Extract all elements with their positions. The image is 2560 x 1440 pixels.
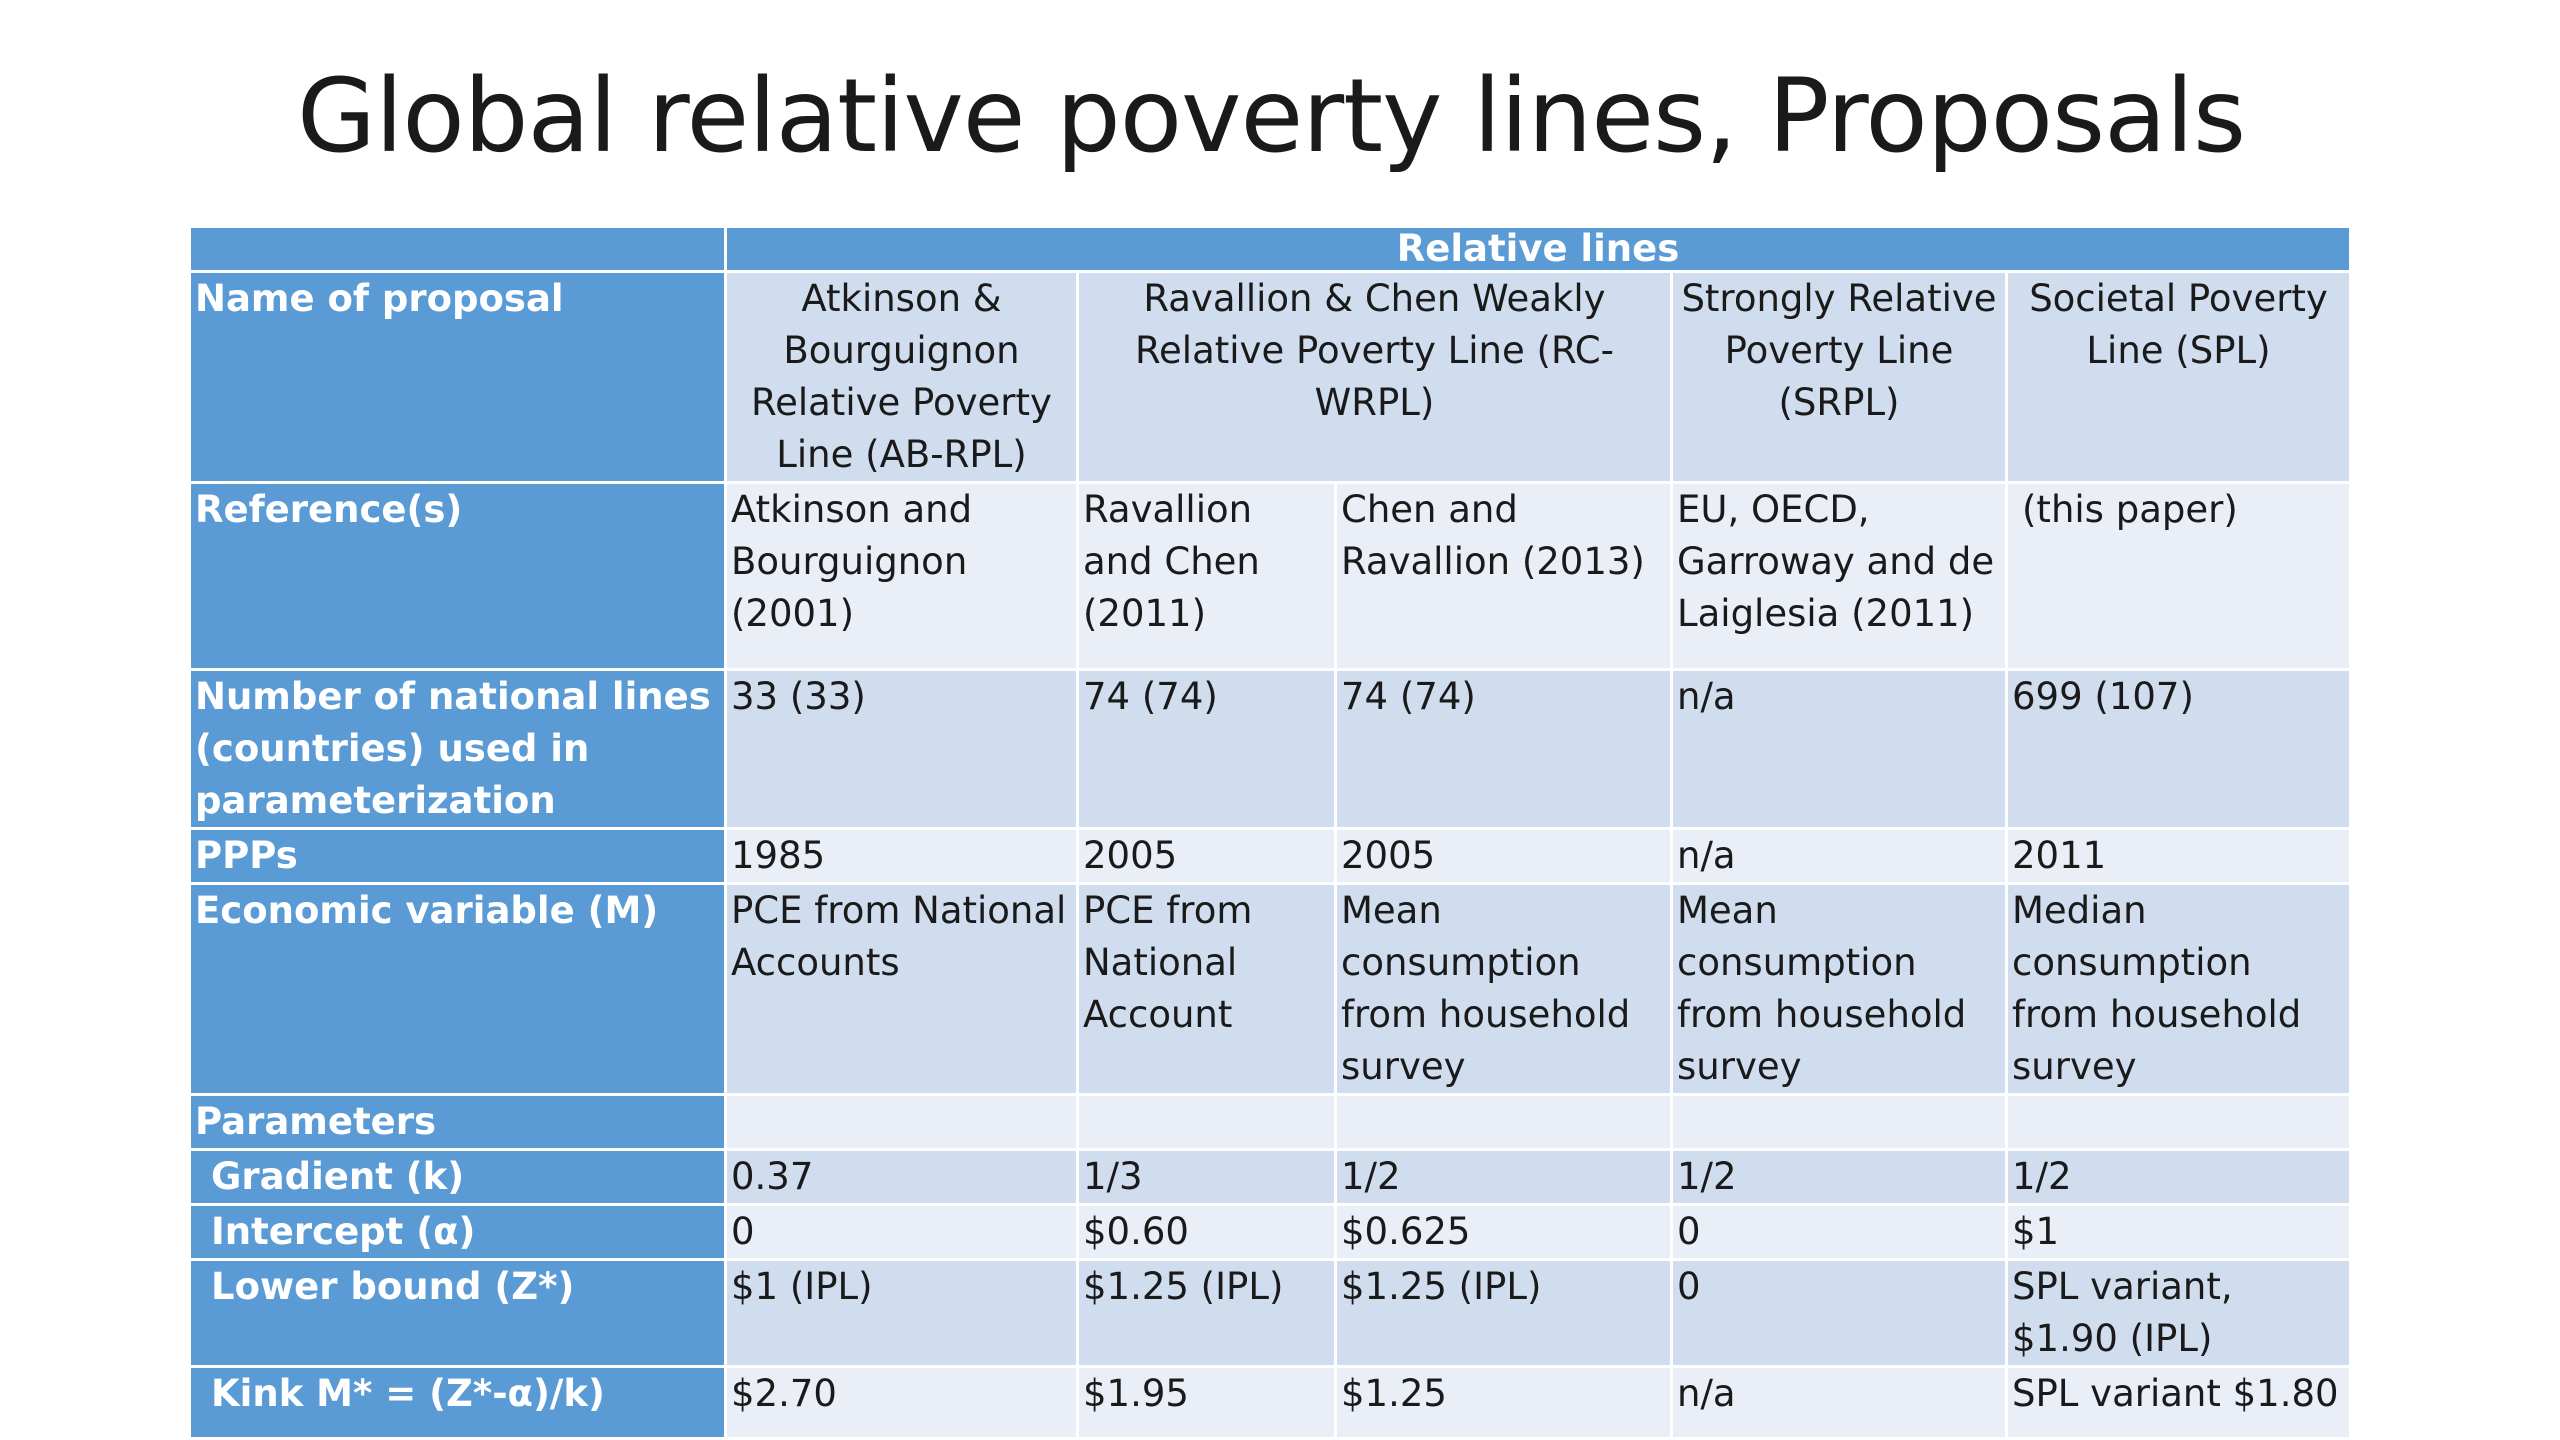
cell-intercept-ab: 0 <box>724 1203 1079 1261</box>
table-row-economic-variable: Economic variable (M) PCE from National … <box>188 882 2353 1096</box>
cell-economic-variable-rc2: Mean consumption from household survey <box>1334 882 1673 1096</box>
row-label-ppps: PPPs <box>188 827 727 885</box>
row-label-gradient: Gradient (k) <box>188 1148 727 1206</box>
table-row-intercept: Intercept (α) 0 $0.60 $0.625 0 $1 <box>188 1203 2353 1261</box>
cell-ppps-rc1: 2005 <box>1076 827 1337 885</box>
cell-parameters-empty <box>1076 1093 1337 1151</box>
cell-reference-ab: Atkinson and Bourguignon (2001) <box>724 481 1079 671</box>
cell-gradient-ab: 0.37 <box>724 1148 1079 1206</box>
table-row-parameters: Parameters <box>188 1093 2353 1151</box>
slide-title: Global relative poverty lines, Proposals <box>297 57 2246 176</box>
table-row-lower-bound: Lower bound (Z*) $1 (IPL) $1.25 (IPL) $1… <box>188 1258 2353 1368</box>
row-label-lower-bound: Lower bound (Z*) <box>188 1258 727 1368</box>
cell-name-spl: Societal Poverty Line (SPL) <box>2004 270 2353 484</box>
cell-lower-bound-rc1: $1.25 (IPL) <box>1076 1258 1337 1368</box>
row-label-national-lines: Number of national lines (countries) use… <box>188 668 727 830</box>
cell-kink-srpl: n/a <box>1670 1365 2008 1440</box>
cell-gradient-srpl: 1/2 <box>1670 1148 2008 1206</box>
cell-lower-bound-rc2: $1.25 (IPL) <box>1334 1258 1673 1368</box>
cell-parameters-empty <box>1670 1093 2008 1151</box>
cell-economic-variable-srpl: Mean consumption from household survey <box>1670 882 2008 1096</box>
table-row-name: Name of proposal Atkinson & Bourguignon … <box>188 270 2353 484</box>
cell-name-srpl: Strongly Relative Poverty Line (SRPL) <box>1670 270 2008 484</box>
relative-lines-header: Relative lines <box>723 225 2353 273</box>
cell-national-lines-rc2: 74 (74) <box>1334 668 1673 830</box>
cell-intercept-rc2: $0.625 <box>1334 1203 1673 1261</box>
cell-name-ab: Atkinson & Bourguignon Relative Poverty … <box>724 270 1079 484</box>
cell-parameters-empty <box>724 1093 1079 1151</box>
cell-ppps-ab: 1985 <box>724 827 1079 885</box>
cell-kink-ab: $2.70 <box>724 1365 1079 1440</box>
cell-gradient-spl: 1/2 <box>2004 1148 2353 1206</box>
cell-lower-bound-ab: $1 (IPL) <box>724 1258 1079 1368</box>
table-row-national-lines: Number of national lines (countries) use… <box>188 668 2353 830</box>
cell-ppps-spl: 2011 <box>2004 827 2353 885</box>
cell-reference-spl: (this paper) <box>2004 481 2353 671</box>
cell-lower-bound-srpl: 0 <box>1670 1258 2008 1368</box>
table-row-gradient: Gradient (k) 0.37 1/3 1/2 1/2 1/2 <box>188 1148 2353 1206</box>
row-label-kink: Kink M* = (Z*-α)/k) <box>188 1365 727 1440</box>
cell-national-lines-srpl: n/a <box>1670 668 2008 830</box>
cell-lower-bound-spl: SPL variant, $1.90 (IPL) <box>2004 1258 2353 1368</box>
table-row-reference: Reference(s) Atkinson and Bourguignon (2… <box>188 481 2353 671</box>
table-row-group-header: Relative lines <box>188 225 2353 273</box>
cell-kink-rc2: $1.25 <box>1334 1365 1673 1440</box>
row-label-reference: Reference(s) <box>188 481 727 671</box>
header-blank-cell <box>188 225 727 273</box>
table-row-ppps: PPPs 1985 2005 2005 n/a 2011 <box>188 827 2353 885</box>
proposals-table: Relative lines Name of proposal Atkinson… <box>188 225 2353 1440</box>
cell-national-lines-ab: 33 (33) <box>724 668 1079 830</box>
cell-parameters-empty <box>2004 1093 2353 1151</box>
cell-national-lines-spl: 699 (107) <box>2004 668 2353 830</box>
cell-economic-variable-ab: PCE from National Accounts <box>724 882 1079 1096</box>
row-label-economic-variable: Economic variable (M) <box>188 882 727 1096</box>
cell-gradient-rc1: 1/3 <box>1076 1148 1337 1206</box>
row-label-parameters: Parameters <box>188 1093 727 1151</box>
row-label-name: Name of proposal <box>188 270 727 484</box>
cell-intercept-rc1: $0.60 <box>1076 1203 1337 1261</box>
cell-gradient-rc2: 1/2 <box>1334 1148 1673 1206</box>
cell-economic-variable-rc1: PCE from National Account <box>1076 882 1337 1096</box>
table-row-kink: Kink M* = (Z*-α)/k) $2.70 $1.95 $1.25 n/… <box>188 1365 2353 1440</box>
cell-economic-variable-spl: Median consumption from household survey <box>2004 882 2353 1096</box>
cell-reference-rc1: Ravallion and Chen (2011) <box>1076 481 1337 671</box>
cell-reference-srpl: EU, OECD, Garroway and de Laiglesia (201… <box>1670 481 2008 671</box>
cell-intercept-spl: $1 <box>2004 1203 2353 1261</box>
cell-national-lines-rc1: 74 (74) <box>1076 668 1337 830</box>
cell-ppps-srpl: n/a <box>1670 827 2008 885</box>
cell-ppps-rc2: 2005 <box>1334 827 1673 885</box>
row-label-intercept: Intercept (α) <box>188 1203 727 1261</box>
cell-parameters-empty <box>1334 1093 1673 1151</box>
cell-intercept-srpl: 0 <box>1670 1203 2008 1261</box>
cell-kink-rc1: $1.95 <box>1076 1365 1337 1440</box>
cell-name-rc: Ravallion & Chen Weakly Relative Poverty… <box>1076 270 1673 484</box>
cell-kink-spl: SPL variant $1.80 <box>2004 1365 2353 1440</box>
cell-reference-rc2: Chen and Ravallion (2013) <box>1334 481 1673 671</box>
